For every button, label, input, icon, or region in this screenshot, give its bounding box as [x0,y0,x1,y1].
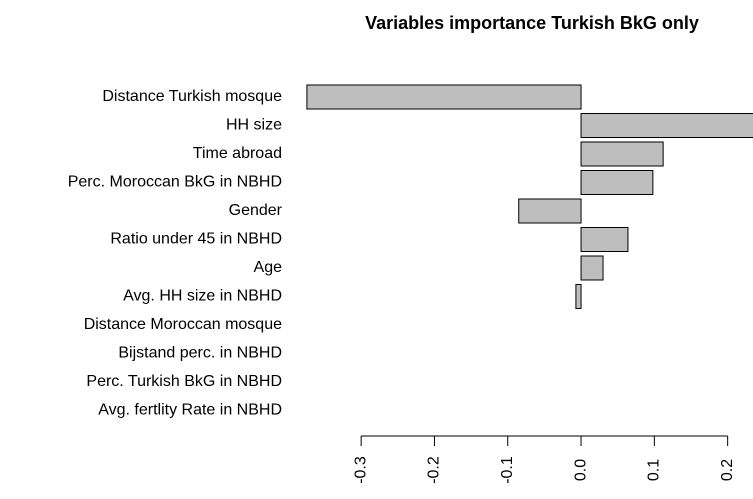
y-tick-label: Gender [229,202,283,219]
bar [575,284,582,309]
x-tick-label: 0.2 [719,459,736,481]
bar [518,198,582,224]
y-tick-label: Bijstand perc. in NBHD [118,345,282,362]
chart-title: Variables importance Turkish BkG only [365,13,699,33]
x-tick-label: -0.2 [426,456,443,484]
x-tick-label: -0.3 [352,456,369,484]
y-tick-label: Age [254,259,283,276]
y-tick-label: Distance Moroccan mosque [84,316,282,333]
y-tick-label: HH size [226,117,282,134]
y-tick-label: Perc. Moroccan BkG in NBHD [68,174,282,191]
y-tick-label: Ratio under 45 in NBHD [110,231,282,248]
bar [580,170,654,195]
x-tick-label: 0.0 [572,459,589,481]
bar [306,84,582,110]
y-tick-label: Distance Turkish mosque [102,88,282,105]
y-tick-label: Time abroad [193,145,282,162]
y-tick-label: Avg. fertlity Rate in NBHD [98,402,282,419]
bar [580,227,629,252]
x-tick-label: -0.1 [499,456,516,484]
x-tick-label: 0.1 [646,459,663,481]
bar [580,113,753,138]
bar [580,255,604,281]
y-tick-label: Perc. Turkish BkG in NBHD [86,373,282,390]
bar [580,141,664,167]
y-tick-label: Avg. HH size in NBHD [123,288,282,305]
